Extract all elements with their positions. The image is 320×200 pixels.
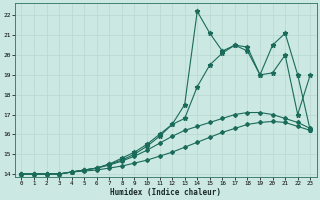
X-axis label: Humidex (Indice chaleur): Humidex (Indice chaleur) [110,188,221,197]
